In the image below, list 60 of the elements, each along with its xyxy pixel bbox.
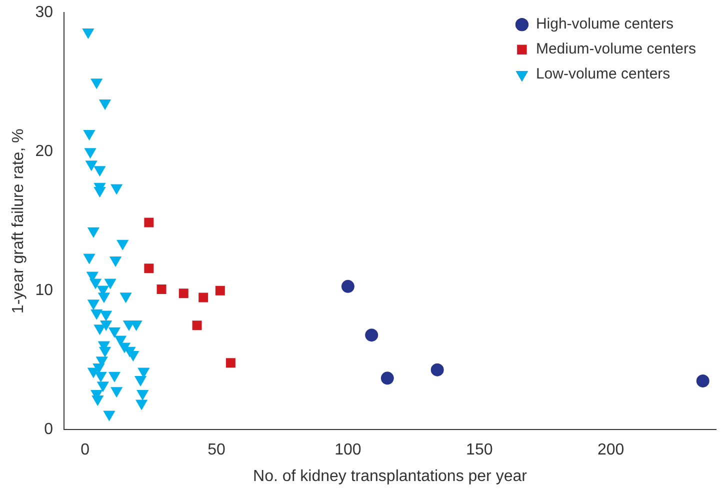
point xyxy=(84,148,96,158)
point xyxy=(108,327,120,338)
point xyxy=(84,254,95,264)
point xyxy=(108,372,120,382)
point xyxy=(365,328,378,342)
y-tick-label: 10 xyxy=(35,282,54,300)
point xyxy=(90,309,102,320)
y-axis-title: 1-year graft failure rate, % xyxy=(10,128,28,314)
point xyxy=(430,363,444,376)
legend-label: Low-volume centers xyxy=(536,66,670,83)
legend-label: High-volume centers xyxy=(536,16,674,33)
point xyxy=(98,292,110,303)
point xyxy=(144,218,154,228)
point xyxy=(100,320,112,330)
point xyxy=(144,264,154,274)
point xyxy=(136,400,148,410)
point xyxy=(82,28,94,39)
x-tick-label: 200 xyxy=(597,442,624,459)
x-axis-title: No. of kidney transplantations per year xyxy=(253,468,528,485)
x-tick-label: 0 xyxy=(80,442,90,459)
point xyxy=(94,187,106,198)
point xyxy=(99,346,111,357)
point xyxy=(95,372,106,382)
point xyxy=(84,130,95,140)
point xyxy=(104,278,116,289)
point xyxy=(696,374,710,388)
point xyxy=(134,376,146,386)
point xyxy=(100,310,112,321)
point xyxy=(92,396,104,406)
point xyxy=(88,227,100,238)
point xyxy=(215,286,225,296)
point xyxy=(178,288,188,298)
point xyxy=(156,284,166,294)
point xyxy=(198,292,208,302)
point xyxy=(90,78,102,89)
x-tick-label: 50 xyxy=(208,442,226,459)
point xyxy=(97,382,109,392)
point xyxy=(110,184,122,194)
point xyxy=(110,256,122,267)
point xyxy=(136,390,148,400)
legend-label: Medium-volume centers xyxy=(536,40,696,58)
y-tick-label: 20 xyxy=(35,143,54,160)
x-tick-label: 150 xyxy=(466,442,493,459)
point xyxy=(90,278,102,289)
point xyxy=(110,387,122,398)
point xyxy=(94,166,106,176)
x-tick-label: 100 xyxy=(334,442,362,459)
point xyxy=(120,292,132,303)
point xyxy=(380,372,394,385)
point xyxy=(226,358,236,368)
point xyxy=(116,240,128,250)
point xyxy=(104,410,115,421)
point xyxy=(86,160,98,171)
point xyxy=(94,324,106,335)
point xyxy=(99,99,111,110)
point xyxy=(341,280,354,293)
point xyxy=(88,300,100,310)
point xyxy=(192,320,202,330)
y-tick-label: 30 xyxy=(35,4,54,22)
y-tick-label: 0 xyxy=(44,421,54,438)
